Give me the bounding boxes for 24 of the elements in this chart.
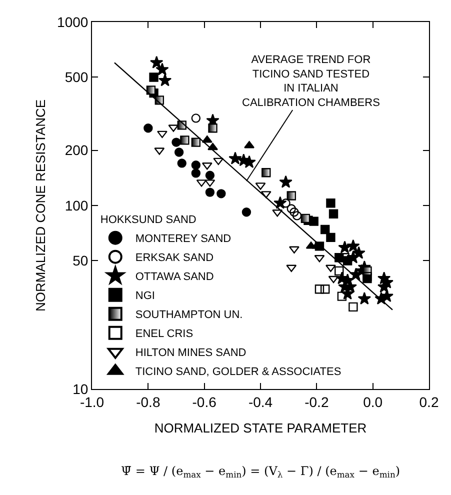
x-tick-label: -0.6 xyxy=(192,394,217,410)
y-tick-label: 100 xyxy=(64,197,88,214)
legend-label: NGI xyxy=(135,290,155,302)
legend-label: ERKSAK SAND xyxy=(135,252,214,264)
x-axis-title: NORMALIZED STATE PARAMETER xyxy=(154,420,367,436)
x-tick-label: -0.2 xyxy=(304,394,329,410)
y-tick-label: 1000 xyxy=(57,14,88,30)
y-axis-title: NORMALIZED CONE RESISTANCE xyxy=(32,99,48,312)
x-tick-label: 0.2 xyxy=(419,394,439,410)
legend-label: OTTAWA SAND xyxy=(135,271,214,284)
legend-label: ENEL CRIS xyxy=(135,328,194,340)
y-tick-label: 500 xyxy=(64,69,88,86)
legend-label: HILTON MINES SAND xyxy=(135,347,246,360)
y-tick-label: 50 xyxy=(72,252,88,269)
x-tick-label: 0.0 xyxy=(363,394,383,410)
x-tick-label: -0.8 xyxy=(136,394,160,410)
annotation: HOKKSUND SAND xyxy=(100,214,196,226)
annotation: AVERAGE TREND FOR TICINO SAND TESTED IN ITALIAN CALIBRATION CHAMBERS xyxy=(242,54,380,109)
legend-label: SOUTHAMPTON UN. xyxy=(135,309,243,322)
text: Ψ̄ = Ψ / (e$_{max}$ − e$_{min}$) = (V$_{λ}$ − Γ) / (e$_{max}$ − e$_{min}$) xyxy=(121,464,400,480)
y-tick-label: 200 xyxy=(64,142,88,158)
legend-label: MONTEREY SAND xyxy=(135,233,232,246)
x-tick-label: -0.4 xyxy=(248,394,273,410)
legend-label: TICINO SAND, GOLDER & ASSOCIATES xyxy=(135,366,342,378)
